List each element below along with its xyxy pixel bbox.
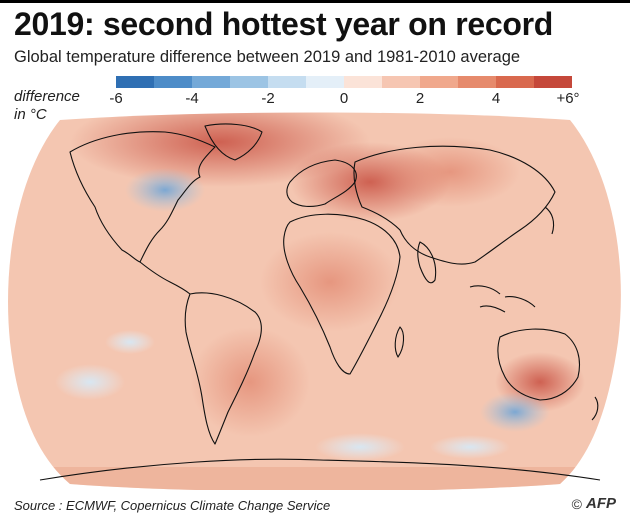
pacific-cool-patch — [105, 330, 155, 354]
top-rule — [0, 0, 630, 3]
new-zealand-outline — [591, 396, 599, 421]
agency-credit: © AFP — [572, 495, 616, 512]
page-title: 2019: second hottest year on record — [14, 6, 554, 42]
legend-tick-label: 0 — [339, 90, 349, 107]
antarctic-cool-patch-1 — [315, 433, 405, 461]
australia-outline — [497, 328, 581, 401]
legend-color-cell — [154, 76, 192, 88]
legend-tick-label: 4 — [491, 90, 501, 107]
legend-color-cell — [458, 76, 496, 88]
greenland-outline — [204, 123, 263, 161]
legend-title-line2: in °C — [14, 106, 47, 123]
south-america-outline — [184, 292, 262, 445]
legend-tick-label: -2 — [261, 90, 275, 107]
afp-logo: AFP — [586, 495, 616, 512]
southern-ocean-cold-patch — [480, 392, 550, 432]
world-map — [0, 112, 630, 492]
north-america-outline — [69, 131, 216, 263]
south-america-warm-patch — [190, 327, 310, 437]
legend-color-cell — [344, 76, 382, 88]
legend-color-cell — [116, 76, 154, 88]
central-america-outline — [139, 261, 191, 295]
legend-color-cell — [268, 76, 306, 88]
legend-color-cell — [420, 76, 458, 88]
page-subtitle: Global temperature difference between 20… — [14, 48, 521, 66]
legend-tick-label: -4 — [185, 90, 199, 107]
legend-color-cell — [534, 76, 572, 88]
antarctica-warm-band — [8, 467, 621, 492]
north-atlantic-cold-patch — [125, 168, 205, 212]
antarctic-cool-patch-2 — [430, 435, 510, 459]
south-pacific-cool-patch — [55, 364, 125, 400]
source-note: Source : ECMWF, Copernicus Climate Chang… — [14, 498, 331, 513]
africa-outline — [283, 213, 401, 375]
arctic-warm-patch — [70, 112, 370, 187]
legend-color-cell — [382, 76, 420, 88]
southeast-asia-islands-outline — [469, 285, 536, 313]
legend-color-cell — [230, 76, 268, 88]
asia-outline — [353, 145, 556, 265]
africa-warm-patch — [260, 232, 400, 332]
legend-tick-label: 2 — [415, 90, 425, 107]
india-outline — [417, 241, 437, 284]
europe-outline — [286, 159, 357, 207]
copyright-symbol: © — [571, 495, 582, 512]
world-map-svg — [8, 112, 621, 492]
legend-title: difference in °C — [14, 88, 124, 124]
legend-title-line1: difference — [14, 88, 80, 105]
legend-color-cell — [496, 76, 534, 88]
antarctica-outline — [39, 458, 601, 481]
asia-warm-patch — [380, 137, 520, 207]
legend-tick-label: -6 — [109, 90, 123, 107]
coastlines — [39, 123, 601, 481]
legend-tick-label: +6° — [556, 90, 580, 107]
madagascar-outline — [394, 326, 405, 358]
legend-color-bar — [116, 76, 572, 88]
legend-color-cell — [192, 76, 230, 88]
japan-outline — [544, 206, 555, 235]
legend-color-cell — [306, 76, 344, 88]
